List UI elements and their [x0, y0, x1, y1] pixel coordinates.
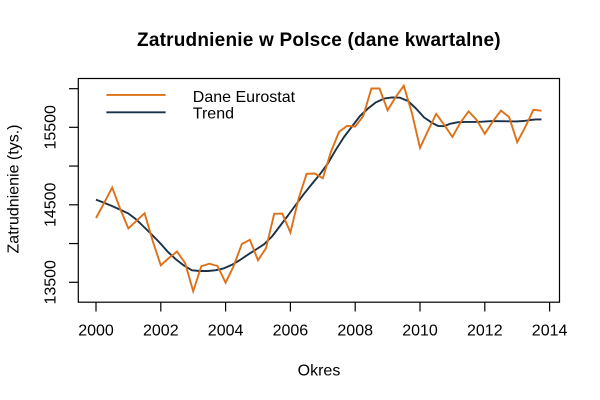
- svg-text:Dane Eurostat: Dane Eurostat: [193, 89, 296, 106]
- svg-text:2014: 2014: [532, 323, 568, 340]
- svg-text:Trend: Trend: [193, 106, 234, 123]
- svg-text:2004: 2004: [208, 323, 244, 340]
- svg-text:14500: 14500: [43, 182, 60, 227]
- svg-text:2006: 2006: [273, 323, 309, 340]
- svg-text:Zatrudnienie w Polsce (dane kw: Zatrudnienie w Polsce (dane kwartalne): [137, 30, 501, 51]
- svg-text:2010: 2010: [402, 323, 438, 340]
- svg-text:15500: 15500: [43, 105, 60, 150]
- svg-text:2000: 2000: [78, 323, 114, 340]
- svg-text:2012: 2012: [467, 323, 503, 340]
- svg-text:Okres: Okres: [298, 363, 341, 380]
- svg-text:2008: 2008: [337, 323, 373, 340]
- svg-text:2002: 2002: [143, 323, 179, 340]
- svg-text:13500: 13500: [43, 260, 60, 305]
- svg-text:Zatrudnienie (tys.): Zatrudnienie (tys.): [6, 125, 23, 254]
